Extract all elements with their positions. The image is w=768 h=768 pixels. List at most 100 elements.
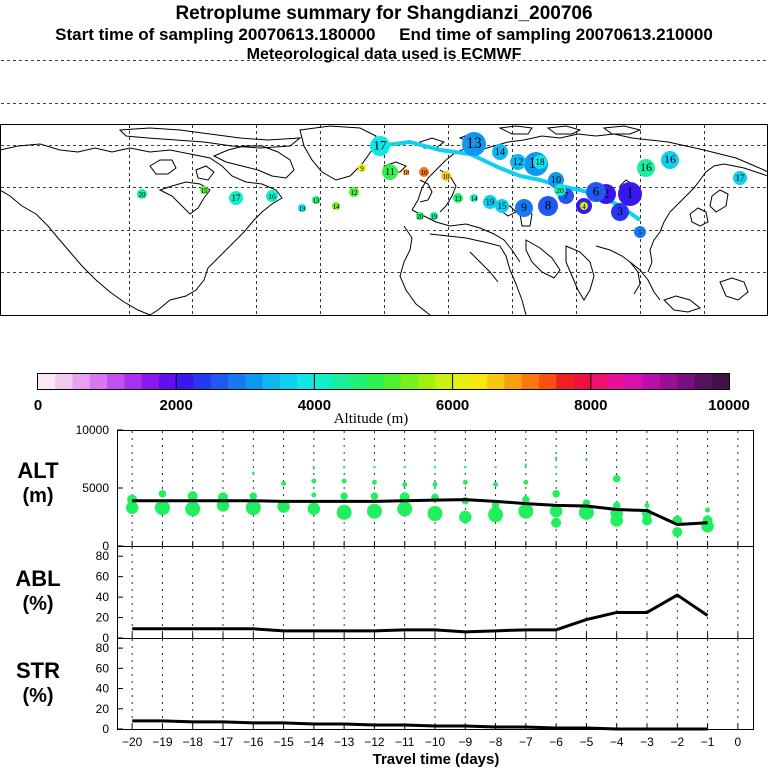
map-centroid-marker: 15 <box>495 199 509 213</box>
map-centroid-dot <box>370 136 390 156</box>
map-centroid-dot <box>580 202 588 210</box>
map-centroid-dot <box>538 196 558 216</box>
map-centroid-marker: 14 <box>492 144 508 160</box>
map-centroid-marker: 10 <box>419 167 429 177</box>
map-centroid-label: 13 <box>313 197 321 205</box>
colorbar-tick-label: 0 <box>34 397 42 414</box>
map-centroid-marker: 11 <box>382 164 398 180</box>
met-data-label: Meteorological data used is ECMWF <box>246 46 522 63</box>
coastlines <box>0 125 768 316</box>
colorbar-cell <box>677 374 696 389</box>
map-centroid-marker: 5 <box>634 226 646 238</box>
map-centroid-label: 3 <box>617 205 623 218</box>
x-tick-label: −4 <box>610 735 624 749</box>
map-centroid-label: 10 <box>421 169 429 177</box>
map-centroid-dot <box>332 202 340 210</box>
sampling-times: Start time of sampling 20070613.180000 E… <box>0 25 768 45</box>
y-tick-label: 0 <box>102 539 109 553</box>
map-centroid-dot <box>266 190 278 202</box>
altitude-scatter-point <box>522 495 530 504</box>
map-centroid-label: 2 <box>603 186 610 201</box>
altitude-scatter-point <box>612 474 621 483</box>
altitude-scatter-point <box>491 501 500 510</box>
end-time-label: End time of sampling 20070613.210000 <box>399 25 713 44</box>
altitude-scatter-point <box>585 457 588 461</box>
colorbar-cell <box>625 374 644 389</box>
panel-label-name: ABL <box>15 566 60 591</box>
map-centroid-dot <box>611 203 629 221</box>
altitude-scatter-point <box>705 507 711 513</box>
map-centroid-label: 17 <box>735 173 745 183</box>
map-centroid-marker: 12 <box>510 154 526 170</box>
altitude-scatter-point <box>277 500 290 513</box>
altitude-scatter-point <box>403 465 406 469</box>
panel-frame <box>117 430 754 547</box>
map-centroid-marker: 14 <box>332 202 340 211</box>
x-tick-label: −2 <box>670 735 684 749</box>
map-centroid-dot <box>495 199 509 213</box>
altitude-scatter-point <box>523 479 529 485</box>
map-centroid-marker: 13 <box>462 132 486 156</box>
colorbar-cell <box>383 374 402 389</box>
altitude-scatter-point <box>459 510 472 524</box>
altitude-scatter-point <box>644 502 650 508</box>
map-centroid-label: 19 <box>485 197 495 207</box>
colorbar-cell <box>55 374 74 389</box>
map-centroid-dot <box>441 171 451 181</box>
altitude-scatter-point <box>642 515 652 526</box>
altitude-scatter-point <box>311 478 317 484</box>
colorbar-frame <box>37 373 730 390</box>
colorbar-cell <box>573 374 592 389</box>
map-centroid-marker: 14 <box>470 194 478 203</box>
map-centroid-label: 18 <box>535 157 545 167</box>
colorbar-cell <box>435 374 454 389</box>
map-centroid-marker: 15 <box>200 186 208 195</box>
map-centroid-marker: 17 <box>229 191 243 205</box>
altitude-scatter-point <box>427 506 443 522</box>
colorbar-cell <box>348 374 367 389</box>
map-centroid-label: 16 <box>268 192 276 201</box>
map-centroid-label: 18 <box>403 169 411 177</box>
map-centroid-dot <box>298 204 306 212</box>
panel-label-unit: (m) <box>22 485 53 507</box>
x-tick-label: −18 <box>183 735 204 749</box>
map-centroid-label: 16 <box>664 153 676 166</box>
map-centroid-dot <box>349 187 359 197</box>
y-tick-label: 0 <box>102 631 109 645</box>
altitude-scatter-point <box>524 463 528 467</box>
colorbar-cell <box>452 374 471 389</box>
map-centroid-marker: 9 <box>515 199 533 217</box>
colorbar-cell <box>400 374 419 389</box>
altitude-scatter-point <box>125 501 139 514</box>
x-tick-label: −11 <box>395 735 415 749</box>
colorbar-cell <box>124 374 143 389</box>
y-tick-label: 60 <box>96 570 110 584</box>
colorbar-cell <box>210 374 229 389</box>
map-centroid-label: 17 <box>374 138 388 153</box>
altitude-scatter-point <box>307 502 321 516</box>
map-centroid-dot <box>510 154 526 170</box>
x-tick-label: −9 <box>458 735 472 749</box>
map-centroid-dot <box>470 194 478 202</box>
map-centroid-label: 10 <box>551 175 561 186</box>
altitude-scatter-point <box>672 527 683 538</box>
x-tick-label: −6 <box>549 735 563 749</box>
map-centroid-label: 9 <box>360 165 364 173</box>
map-centroid-marker: 19 <box>430 212 438 221</box>
series-line <box>132 498 708 527</box>
map-centroid-marker: 18 <box>403 169 411 177</box>
map-centroid-label: 9 <box>521 201 527 214</box>
altitude-scatter-point <box>154 500 170 516</box>
altitude-scatter-point <box>252 471 255 475</box>
chart-title: Retroplume summary for Shangdianzi_20070… <box>175 3 593 24</box>
map-centroid-label: 13 <box>466 135 482 152</box>
altitude-scatter-point <box>554 465 558 469</box>
map-centroid-dot <box>419 167 429 177</box>
altitude-scatter-point <box>158 490 167 498</box>
map-centroid-label: 14 <box>471 195 479 203</box>
colorbar-cell <box>314 374 333 389</box>
map-centroid-label: 1 <box>626 185 634 202</box>
altitude-scatter-point <box>340 492 348 500</box>
colorbar-cell <box>193 374 212 389</box>
